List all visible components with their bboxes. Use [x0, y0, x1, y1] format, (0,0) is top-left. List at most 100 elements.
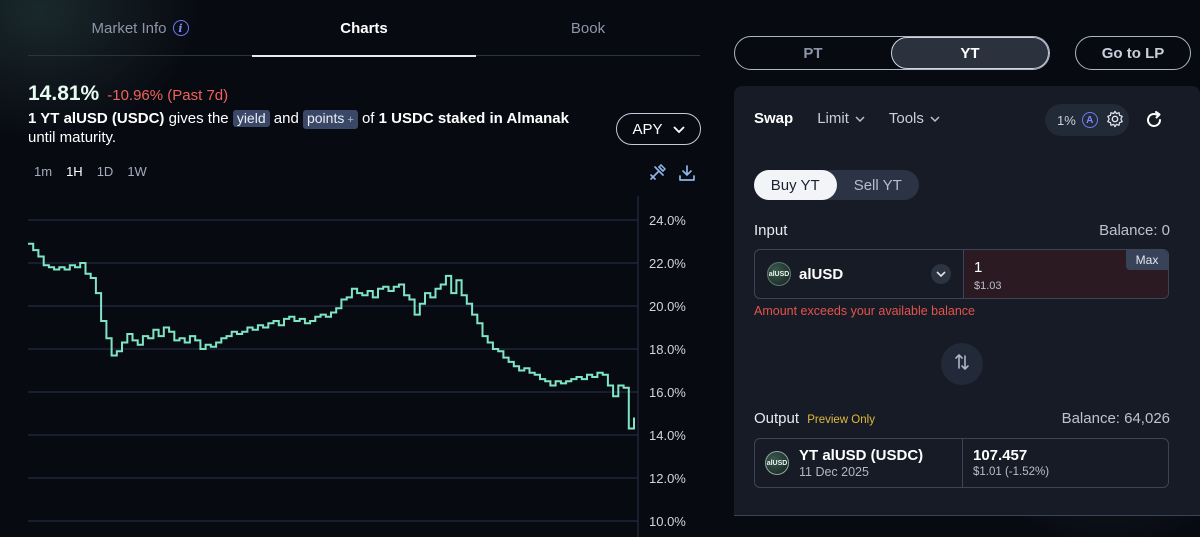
data-point [147, 337, 149, 339]
data-point [361, 294, 363, 296]
points-pill-label: points [306, 110, 345, 126]
desc-of: of [361, 110, 375, 127]
output-token-name: YT alUSD (USDC) [799, 447, 924, 464]
info-icon[interactable]: i [172, 20, 189, 36]
points-pill[interactable]: points + [302, 110, 358, 129]
data-point [570, 378, 572, 380]
desc-underlying: 1 USDC staked in Almanak [378, 110, 569, 127]
data-point [549, 384, 552, 387]
buy-yt-button[interactable]: Buy YT [754, 170, 837, 200]
data-point [528, 372, 531, 374]
data-point [539, 378, 541, 380]
data-point [523, 367, 525, 369]
data-point [581, 378, 583, 380]
output-row: alUSD YT alUSD (USDC) 11 Dec 2025 107.45… [754, 438, 1169, 488]
data-point [356, 292, 358, 294]
yield-pill[interactable]: yield [232, 110, 270, 127]
data-point [79, 262, 81, 264]
data-point [429, 296, 431, 298]
data-point [325, 316, 327, 318]
data-point [173, 339, 175, 341]
max-button[interactable]: Max [1126, 250, 1168, 270]
data-point [602, 374, 604, 376]
swap-card: Swap Limit Tools 1% A Buy YT Sell YT Inp… [734, 86, 1200, 516]
data-point [445, 275, 447, 277]
data-point [393, 286, 395, 288]
timeframe-1d[interactable]: 1D [96, 164, 114, 179]
data-point [544, 380, 546, 382]
data-point [481, 335, 484, 337]
tab-charts[interactable]: Charts [252, 0, 476, 57]
data-point [137, 344, 139, 346]
desc-gives: gives the [168, 110, 229, 127]
data-point [111, 354, 113, 357]
go-to-lp-button[interactable]: Go to LP [1075, 36, 1191, 70]
tools-icon[interactable] [648, 163, 667, 187]
refresh-icon[interactable] [1144, 110, 1164, 135]
chevron-down-icon [930, 113, 940, 125]
input-row: alUSD alUSD $1.03 Max [754, 249, 1169, 299]
data-point [466, 303, 468, 305]
chevron-down-icon[interactable] [931, 264, 951, 284]
mode-swap-label: Swap [754, 110, 794, 127]
mode-limit[interactable]: Limit [817, 110, 865, 127]
gear-icon[interactable] [1106, 110, 1124, 131]
preview-only-badge: Preview Only [807, 414, 875, 426]
data-point [304, 322, 306, 324]
data-point [95, 292, 97, 294]
slippage-settings[interactable]: 1% A [1045, 104, 1129, 136]
yt-toggle[interactable]: YT [891, 37, 1049, 69]
timeframe-1m[interactable]: 1m [34, 164, 53, 179]
data-point [555, 380, 557, 382]
mode-swap[interactable]: Swap [754, 110, 793, 127]
input-token-selector[interactable]: alUSD alUSD [755, 250, 963, 298]
data-point [408, 298, 410, 301]
output-token-maturity: 11 Dec 2025 [799, 465, 869, 479]
metric-select-value: APY [632, 120, 663, 138]
data-point [288, 316, 290, 318]
mode-tools[interactable]: Tools [889, 110, 940, 127]
data-point [220, 337, 222, 339]
pt-toggle[interactable]: PT [803, 44, 823, 62]
data-point [403, 294, 405, 296]
timeframe-1w[interactable]: 1W [127, 164, 147, 179]
data-point [28, 243, 29, 245]
output-label-text: Output [754, 410, 800, 427]
metric-select[interactable]: APY [616, 113, 701, 145]
input-token-name: alUSD [799, 265, 844, 283]
input-amount-box: $1.03 Max [963, 250, 1168, 298]
data-point [419, 303, 421, 305]
data-point [320, 314, 322, 316]
data-point [518, 369, 520, 372]
data-point [126, 333, 128, 335]
tab-market-info[interactable]: Market Info i [28, 0, 252, 56]
mode-tools-label: Tools [888, 110, 924, 127]
chevron-down-icon [855, 113, 865, 125]
data-point [534, 374, 536, 376]
timeframe-1h[interactable]: 1H [66, 164, 83, 179]
data-point [440, 283, 442, 286]
trade-mode-tabs: Swap Limit Tools [754, 110, 964, 127]
data-point [168, 331, 170, 333]
input-amount-field[interactable] [974, 259, 1114, 276]
data-point [189, 335, 191, 337]
data-point [262, 326, 264, 329]
download-icon[interactable] [678, 164, 696, 187]
buy-sell-toggle: Buy YT Sell YT [754, 170, 919, 200]
data-point [455, 279, 457, 281]
data-point [575, 376, 578, 378]
y-tick-label: 10.0% [649, 514, 686, 529]
data-point [450, 292, 452, 294]
data-point [586, 374, 588, 376]
data-point [231, 331, 233, 333]
tab-book[interactable]: Book [476, 0, 700, 56]
data-point [121, 341, 123, 344]
data-point [163, 326, 165, 329]
data-point [252, 329, 254, 331]
data-point [346, 296, 348, 298]
data-point [372, 296, 374, 298]
data-point [283, 318, 285, 320]
data-point [628, 427, 630, 430]
sell-yt-button[interactable]: Sell YT [853, 176, 902, 194]
swap-direction-button[interactable] [941, 343, 983, 385]
